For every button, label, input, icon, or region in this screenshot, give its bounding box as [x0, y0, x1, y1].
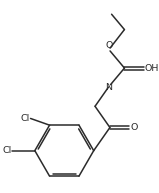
Text: O: O: [130, 123, 138, 132]
Text: Cl: Cl: [20, 114, 29, 123]
Text: Cl: Cl: [2, 146, 11, 155]
Text: O: O: [106, 41, 113, 50]
Text: N: N: [105, 82, 112, 91]
Text: OH: OH: [145, 63, 159, 73]
